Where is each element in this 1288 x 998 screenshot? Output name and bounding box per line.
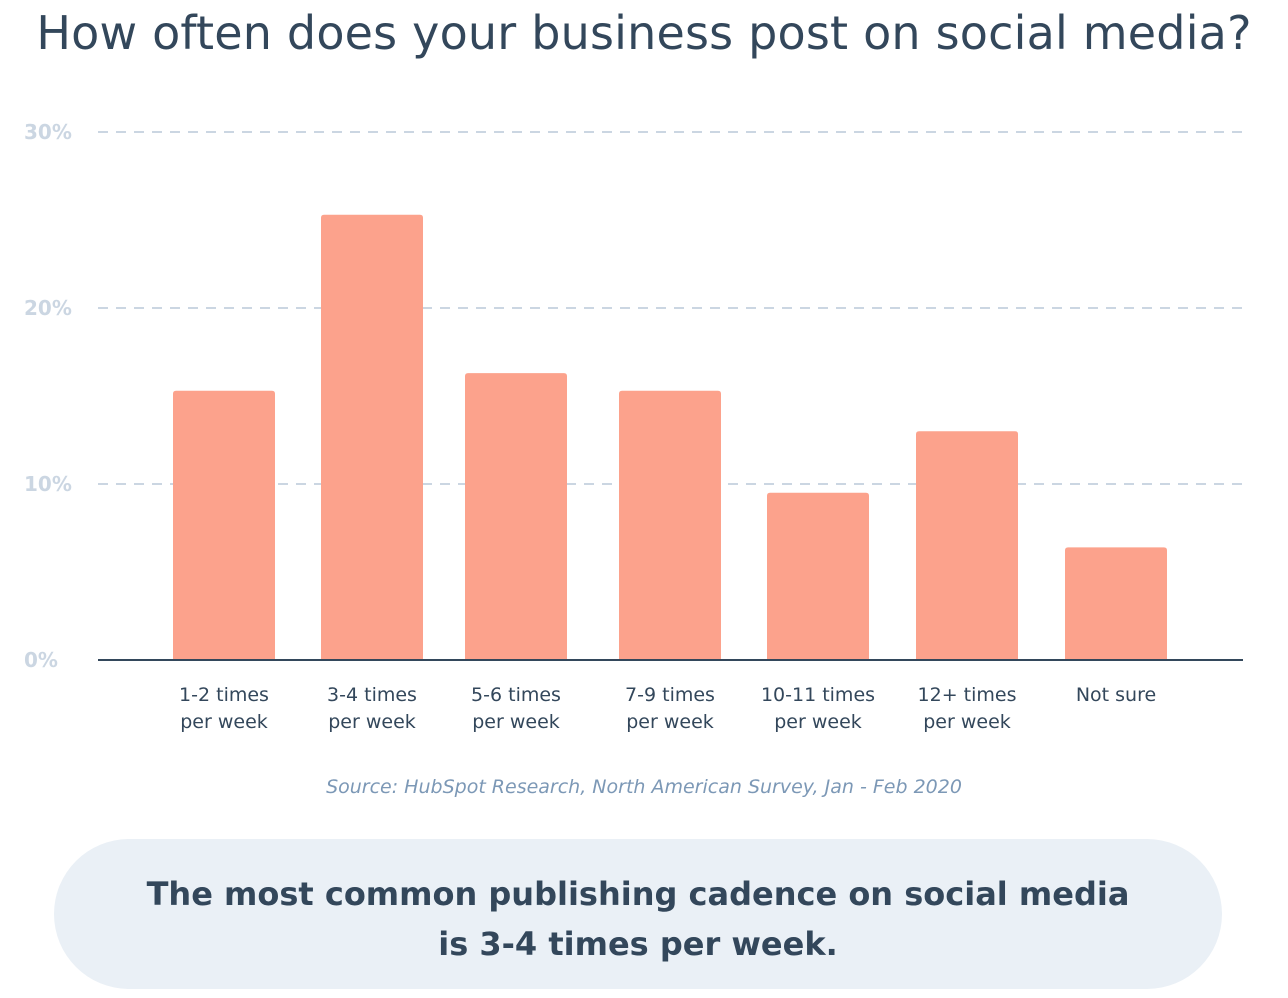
callout-text: The most common publishing cadence on so… (54, 869, 1222, 969)
callout-line-1: The most common publishing cadence on so… (146, 875, 1130, 913)
x-tick-label: per week (626, 711, 714, 733)
bar (767, 492, 869, 660)
x-tick-label: 1-2 times (179, 684, 269, 706)
x-tick-label: per week (774, 711, 862, 733)
bar (321, 214, 423, 660)
x-tick-label: 7-9 times (625, 684, 715, 706)
callout-box: The most common publishing cadence on so… (54, 839, 1222, 989)
x-tick-label: Not sure (1076, 684, 1156, 706)
x-tick-label: per week (180, 711, 268, 733)
source-note: Source: HubSpot Research, North American… (326, 776, 962, 798)
x-tick-label: per week (472, 711, 560, 733)
x-tick-label: 5-6 times (471, 684, 561, 706)
callout-line-2: is 3-4 times per week. (438, 925, 838, 963)
x-tick-label: per week (923, 711, 1011, 733)
y-tick-label: 20% (24, 296, 72, 320)
y-tick-label: 0% (24, 648, 58, 672)
x-tick-label: 3-4 times (327, 684, 417, 706)
x-tick-label: 10-11 times (761, 684, 875, 706)
y-tick-label: 10% (24, 472, 72, 496)
chart-title: How often does your business post on soc… (36, 6, 1252, 60)
y-tick-label: 30% (24, 120, 72, 144)
x-tick-label: 12+ times (918, 684, 1017, 706)
x-tick-label: per week (328, 711, 416, 733)
bar (916, 431, 1018, 660)
bar (1065, 547, 1167, 660)
bar-chart: 0% 10% 20% 30% 1-2 times per week 3-4 times per… (24, 120, 1243, 733)
bar (619, 390, 721, 660)
bar (465, 373, 567, 660)
bar (173, 390, 275, 660)
